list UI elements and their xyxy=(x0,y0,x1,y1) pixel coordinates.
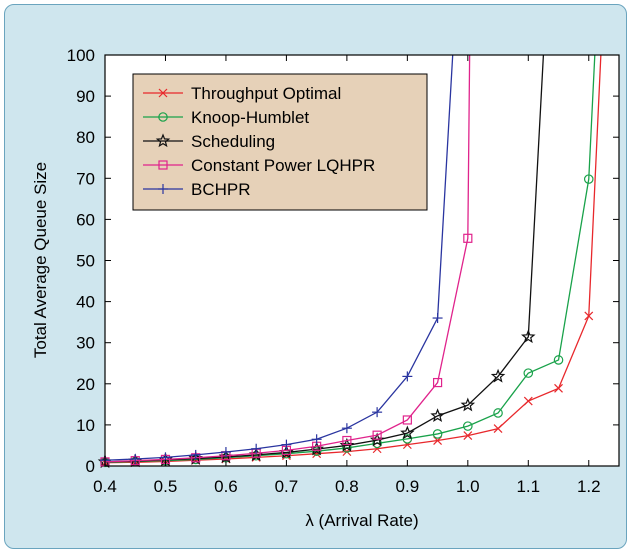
x-tick-label: 0.9 xyxy=(396,477,420,496)
data-point xyxy=(432,377,443,388)
y-tick-label: 90 xyxy=(76,87,95,106)
x-tick-label: 1.0 xyxy=(456,477,480,496)
data-point xyxy=(493,408,503,418)
data-point xyxy=(342,443,352,453)
data-point xyxy=(251,443,262,454)
data-point xyxy=(490,368,506,383)
data-point xyxy=(460,397,476,412)
data-point xyxy=(523,396,533,406)
data-point xyxy=(430,408,445,423)
data-point xyxy=(372,407,383,418)
y-tick-label: 0 xyxy=(86,457,95,476)
data-point xyxy=(583,174,594,184)
y-tick-label: 10 xyxy=(76,416,95,435)
data-point xyxy=(463,233,473,243)
legend-entry: BCHPR xyxy=(143,180,251,199)
legend-label: Knoop-Humblet xyxy=(191,108,309,127)
data-point xyxy=(400,425,415,440)
x-tick-label: 0.6 xyxy=(214,477,238,496)
legend-marker xyxy=(155,133,171,148)
data-point xyxy=(584,311,594,321)
data-point xyxy=(554,383,563,393)
data-point xyxy=(521,329,536,344)
data-point xyxy=(432,429,443,439)
legend-entry: Throughput Optimal xyxy=(143,84,341,103)
data-point xyxy=(553,355,564,365)
y-tick-label: 100 xyxy=(67,46,95,65)
data-point xyxy=(402,371,413,382)
x-axis-label: λ (Arrival Rate) xyxy=(305,511,418,530)
data-point xyxy=(402,415,412,425)
data-point xyxy=(220,447,231,458)
y-tick-label: 20 xyxy=(76,375,95,394)
legend-entry: Knoop-Humblet xyxy=(143,108,309,127)
data-point xyxy=(463,421,473,431)
data-point xyxy=(372,430,382,440)
legend-marker xyxy=(158,184,168,194)
data-point xyxy=(493,424,503,434)
data-point xyxy=(342,435,352,446)
x-tick-label: 0.5 xyxy=(154,477,178,496)
data-point xyxy=(432,313,443,324)
legend-label: BCHPR xyxy=(191,180,251,199)
x-tick-label: 0.4 xyxy=(93,477,117,496)
data-point xyxy=(311,446,322,457)
legend-marker xyxy=(158,160,168,170)
data-point xyxy=(311,434,322,445)
data-point xyxy=(341,423,352,434)
x-tick-label: 0.7 xyxy=(275,477,299,496)
y-tick-label: 50 xyxy=(76,252,95,271)
x-tick-label: 1.2 xyxy=(577,477,601,496)
data-point xyxy=(372,444,382,454)
data-point xyxy=(523,368,534,378)
x-tick-label: 1.1 xyxy=(516,477,540,496)
legend-entry: Scheduling xyxy=(143,132,275,151)
legend-marker xyxy=(158,112,168,122)
legend-label: Constant Power LQHPR xyxy=(191,156,375,175)
y-tick-label: 80 xyxy=(76,128,95,147)
y-tick-label: 40 xyxy=(76,293,95,312)
legend-entry: Constant Power LQHPR xyxy=(143,156,375,175)
y-axis-label: Total Average Queue Size xyxy=(31,162,50,358)
series-line xyxy=(104,54,602,464)
tick-layer: 0.4 0.5 0.6 0.7 0.8 0.9 1.0 1.1 1.2 0 10 20 30 40 50 60… xyxy=(67,46,619,496)
legend-label: Throughput Optimal xyxy=(191,84,341,103)
data-point xyxy=(130,454,141,465)
x-tick-label: 0.8 xyxy=(335,477,359,496)
y-tick-label: 60 xyxy=(76,210,95,229)
legend-marker xyxy=(158,88,168,98)
series-layer xyxy=(97,54,602,469)
legend-label: Scheduling xyxy=(191,132,275,151)
series-line xyxy=(104,54,596,463)
y-tick-label: 30 xyxy=(76,334,95,353)
data-point xyxy=(190,449,201,460)
legend: Throughput Optimal Knoop-Humblet Schedulin… xyxy=(132,73,428,211)
data-point xyxy=(463,431,473,441)
data-point xyxy=(281,439,292,450)
y-tick-label: 70 xyxy=(76,169,95,188)
series-line xyxy=(104,54,471,463)
legend-box xyxy=(132,73,428,211)
